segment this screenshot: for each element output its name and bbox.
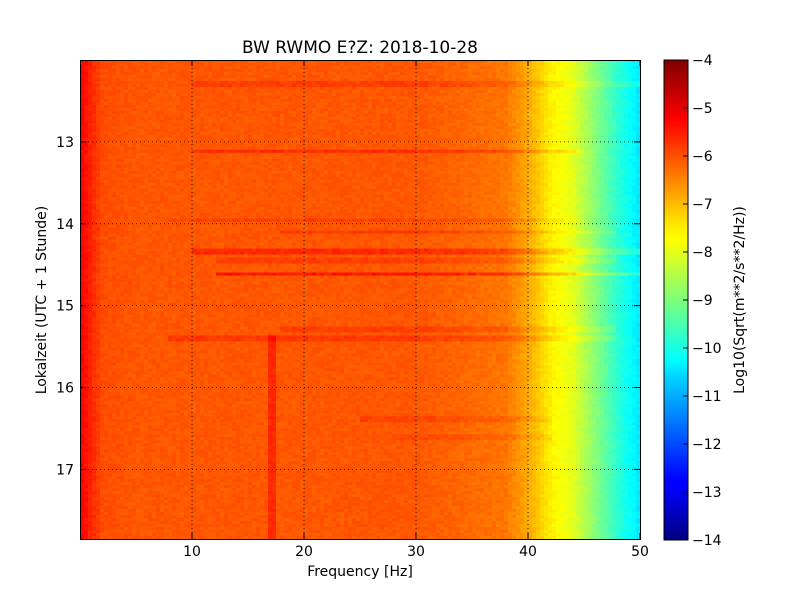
- chart-title: BW RWMO E?Z: 2018-10-28: [242, 38, 478, 58]
- heatmap: [80, 60, 641, 540]
